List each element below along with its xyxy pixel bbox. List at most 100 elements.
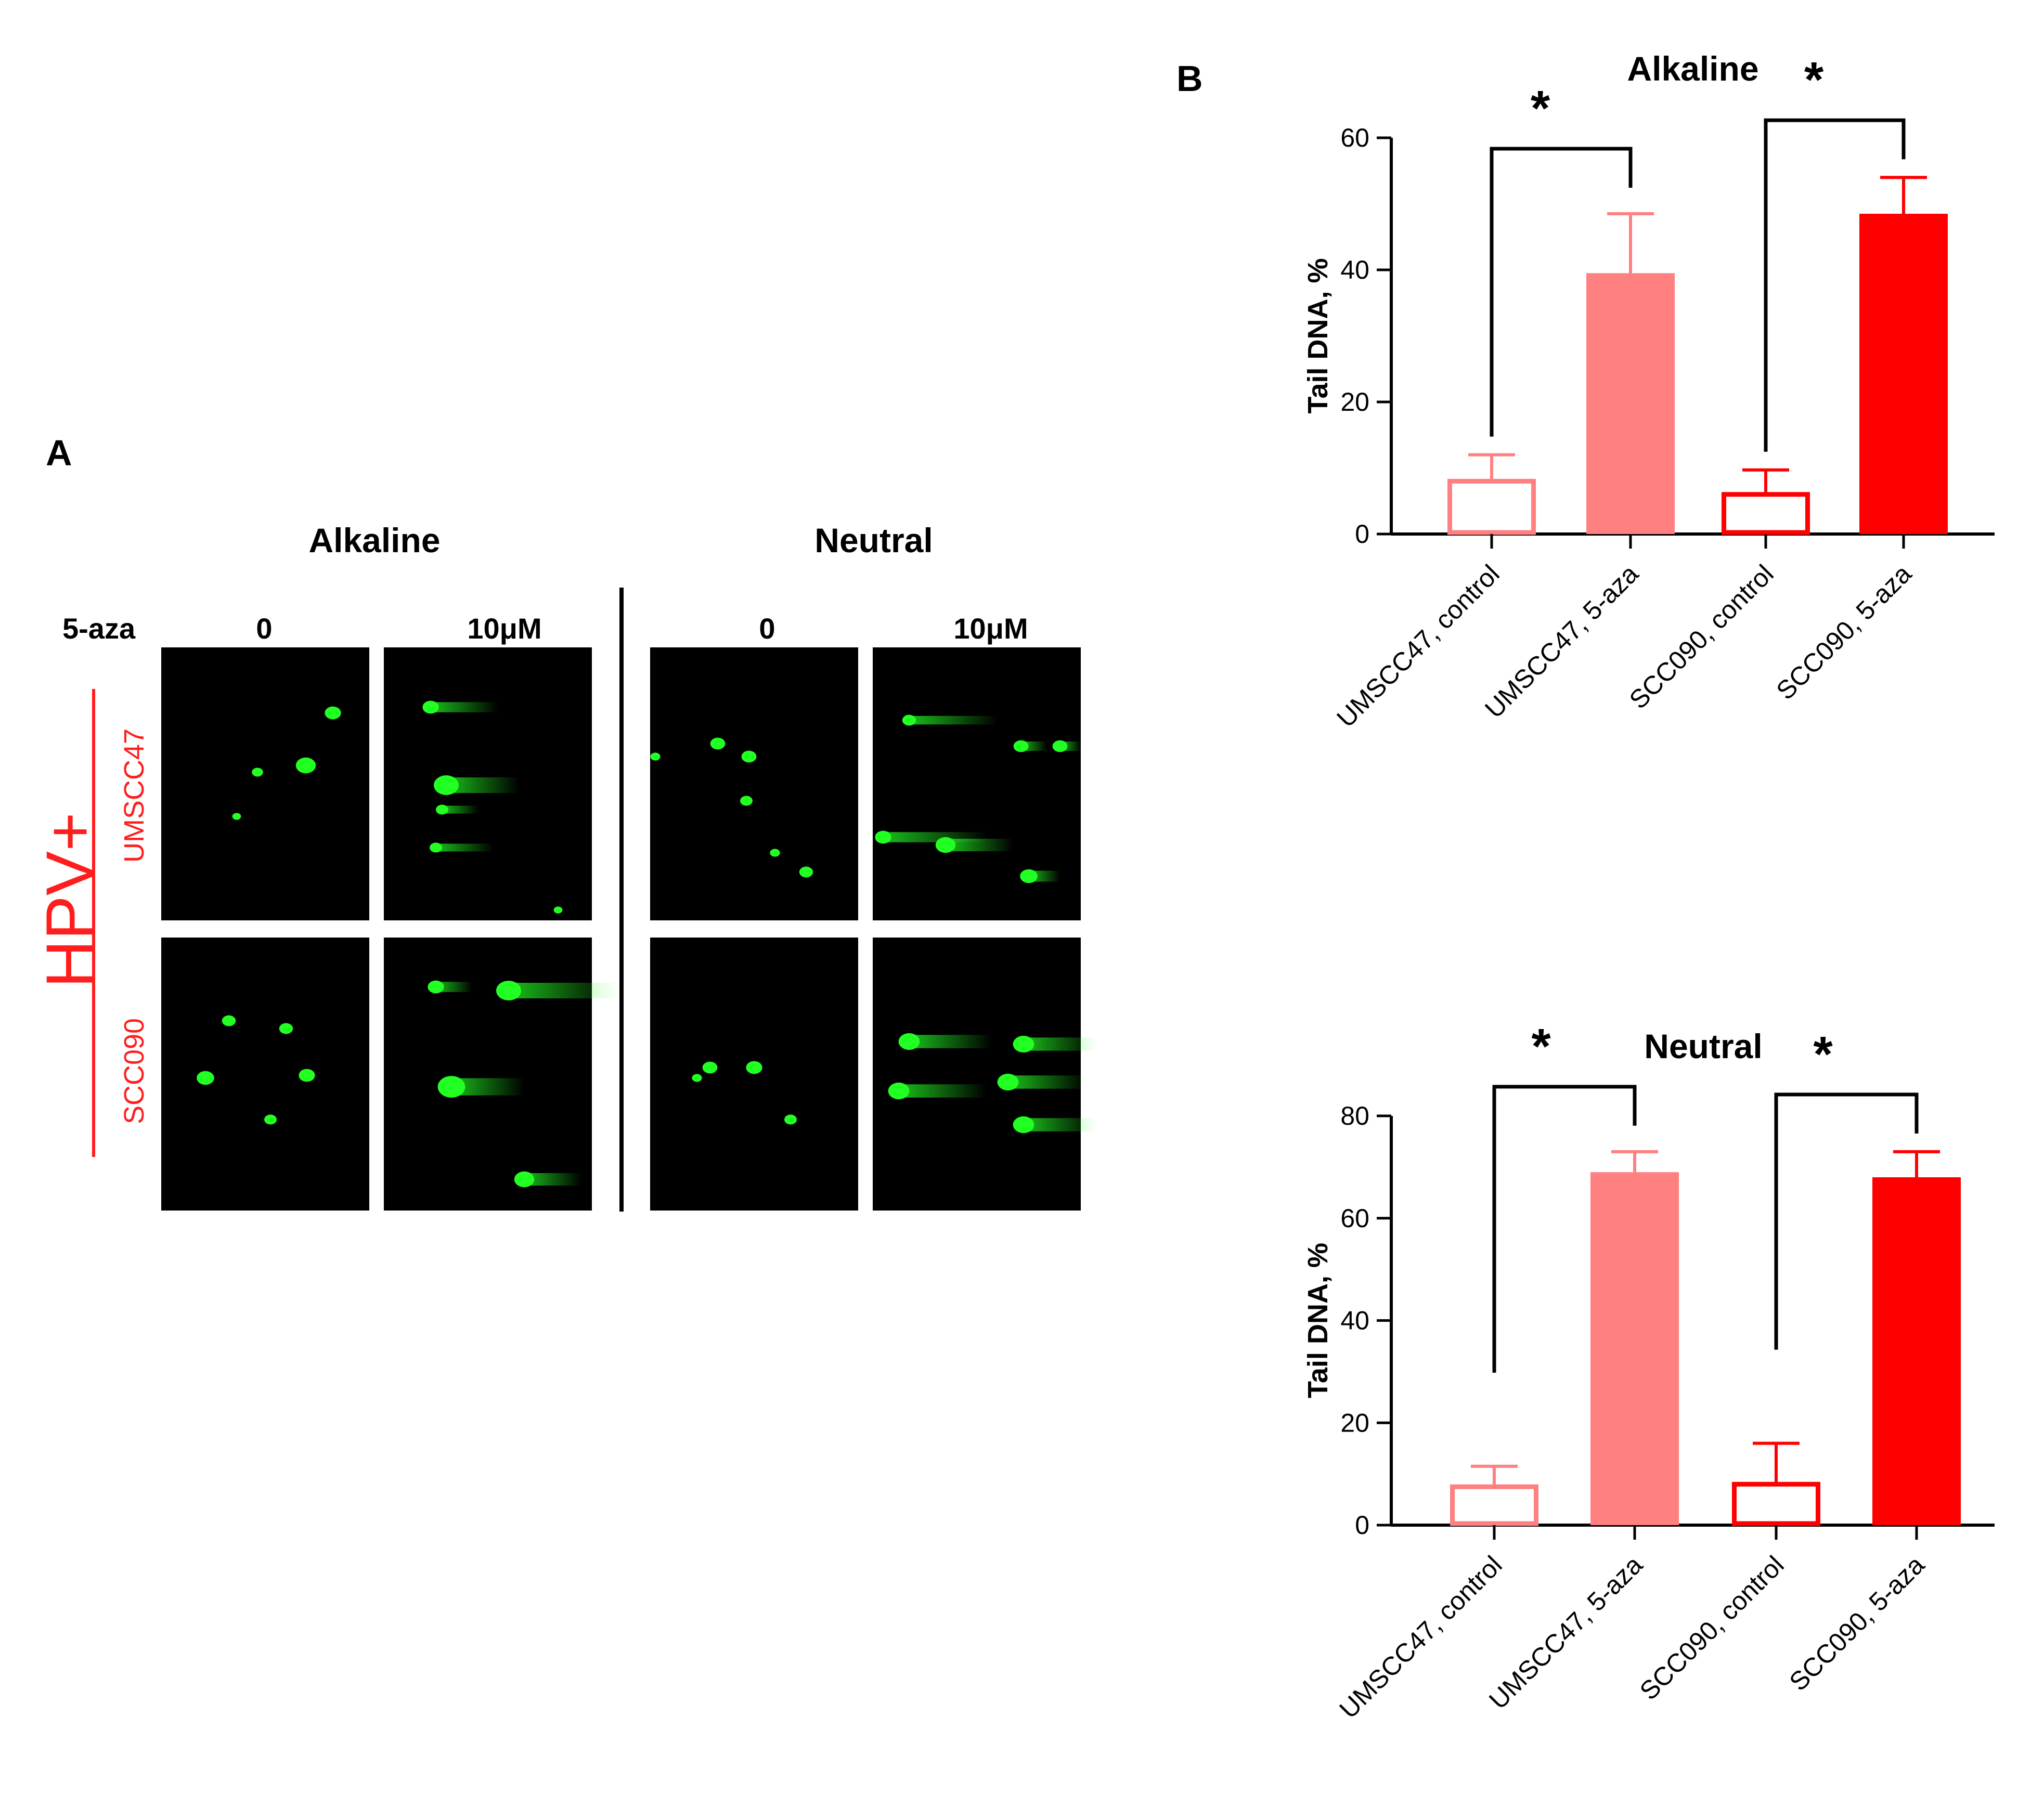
dose-label-4: 10μM — [953, 612, 1028, 645]
x-category-label: UMSCC47, control — [1334, 1550, 1507, 1724]
y-tick-label: 60 — [1340, 1204, 1369, 1233]
chart-title: Neutral — [1644, 1027, 1762, 1065]
dose-label-3: 0 — [759, 612, 775, 645]
x-category-label: UMSCC47, 5-aza — [1483, 1550, 1648, 1715]
significance-star: * — [1813, 1026, 1833, 1082]
micrograph-background — [161, 647, 369, 920]
micrograph-background — [161, 938, 369, 1211]
micrograph-panel — [161, 938, 369, 1211]
significance-bracket — [1490, 147, 1633, 437]
comet-head — [1013, 740, 1029, 752]
comet-head — [702, 1061, 718, 1074]
comet-head — [898, 1033, 920, 1050]
comet-tail — [899, 1084, 987, 1098]
comet-head — [436, 804, 448, 815]
y-axis-label: Tail DNA, % — [1302, 258, 1334, 413]
comet-head — [553, 906, 563, 914]
bar — [1722, 492, 1810, 535]
comet-tail — [509, 983, 618, 998]
micrograph-background — [650, 938, 858, 1211]
comet-head — [770, 849, 780, 857]
comet-tail — [1024, 1037, 1096, 1051]
comet-tail — [1008, 1075, 1086, 1089]
comet-head — [428, 980, 444, 994]
comet-head — [875, 830, 891, 844]
comet-head — [434, 775, 459, 795]
micrograph-panel — [650, 938, 858, 1211]
comet-tail — [946, 839, 1013, 851]
significance-bracket — [1774, 1092, 1919, 1350]
treatment-label: 5-aza — [62, 612, 136, 645]
comet-tail — [909, 1035, 992, 1048]
y-tick-label: 60 — [1340, 123, 1369, 152]
comet-tail — [436, 843, 493, 852]
y-tick-label: 20 — [1340, 387, 1369, 417]
x-category-label: UMSCC47, 5-aza — [1479, 559, 1644, 724]
comet-head — [279, 1023, 293, 1034]
comet-head — [514, 1171, 535, 1188]
cell-line-label-umscc47: UMSCC47 — [119, 729, 150, 863]
significance-star: * — [1531, 81, 1550, 136]
x-category-label: SCC090, control — [1634, 1550, 1790, 1706]
comet-tail — [909, 716, 998, 725]
y-tick-label: 0 — [1355, 1511, 1369, 1540]
y-tick-label: 40 — [1340, 1306, 1369, 1335]
comet-head — [295, 757, 316, 774]
x-category-label: UMSCC47, control — [1331, 559, 1505, 733]
micrograph-background — [650, 647, 858, 920]
comet-head — [430, 842, 442, 853]
bar — [1586, 273, 1675, 534]
comet-head — [264, 1114, 277, 1125]
comet-head — [935, 837, 956, 853]
bar — [1859, 214, 1948, 534]
significance-bracket — [1492, 1085, 1637, 1373]
micrograph-panel — [650, 647, 858, 920]
significance-star: * — [1804, 52, 1824, 108]
comet-head — [1013, 1035, 1034, 1053]
significance-star: * — [1531, 1019, 1551, 1074]
comet-head — [741, 750, 757, 763]
comet-head — [197, 1071, 214, 1085]
y-axis-label: Tail DNA, % — [1302, 1243, 1334, 1398]
comet-head — [437, 1076, 465, 1098]
comet-head — [252, 768, 263, 777]
bar — [1872, 1177, 1961, 1525]
comet-head — [888, 1082, 910, 1100]
comet-head — [692, 1074, 702, 1082]
comet-head — [799, 866, 813, 878]
comet-head — [746, 1061, 762, 1074]
bar — [1732, 1481, 1820, 1526]
comet-head — [740, 796, 753, 806]
micrograph-panel — [873, 647, 1081, 920]
y-tick-label: 20 — [1340, 1408, 1369, 1437]
comet-tail — [436, 982, 472, 992]
chart-neutral: Neutral Tail DNA, % 0 20 40 60 80 UMSCC47, cont… — [1302, 1019, 1995, 1724]
comet-head — [1013, 1116, 1034, 1134]
comet-head — [650, 752, 661, 761]
y-tick-label: 80 — [1340, 1101, 1369, 1130]
bar — [1590, 1172, 1679, 1525]
micrograph-panel — [161, 647, 369, 920]
significance-bracket — [1764, 118, 1906, 452]
dose-label-2: 10μM — [467, 612, 541, 645]
micrograph-panel — [384, 647, 592, 920]
assay-header-neutral: Neutral — [814, 521, 933, 560]
chart-title: Alkaline — [1627, 49, 1758, 88]
comet-micrographs — [161, 647, 1096, 1211]
bar — [1447, 478, 1536, 535]
group-label-hpv: HPV+ — [33, 812, 107, 988]
comet-head — [496, 981, 521, 1000]
comet-head — [902, 714, 916, 726]
y-tick-label: 0 — [1355, 519, 1369, 549]
comet-head — [1020, 869, 1038, 883]
comet-head — [299, 1069, 315, 1082]
x-category-label: SCC090, 5-aza — [1783, 1550, 1930, 1696]
micrograph-panel — [873, 938, 1096, 1211]
comet-head — [1052, 740, 1068, 752]
micrograph-background — [384, 938, 592, 1211]
chart-alkaline: Alkaline Tail DNA, % 0 20 40 60 UMSCC47, contr… — [1302, 49, 1995, 733]
comet-tail — [442, 805, 478, 814]
panel-b-letter: B — [1176, 58, 1203, 99]
micrograph-background — [873, 938, 1081, 1211]
